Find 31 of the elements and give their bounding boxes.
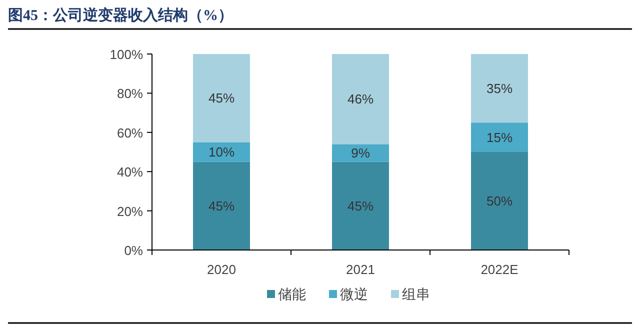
bar <box>193 142 250 162</box>
x-tick-label: 2020 <box>207 262 236 277</box>
y-tick-label: 0% <box>124 243 144 258</box>
legend-label: 储能 <box>278 286 306 302</box>
bar <box>332 144 389 162</box>
y-tick-label: 100% <box>110 47 144 62</box>
data-label: 10% <box>208 144 235 160</box>
bar <box>193 162 250 250</box>
chart-title: 图45：公司逆变器收入结构（%） <box>8 6 233 24</box>
y-tick-label: 80% <box>116 86 144 102</box>
bar <box>332 54 389 144</box>
data-label: 50% <box>486 194 513 208</box>
bar <box>471 152 528 250</box>
bar <box>193 54 250 142</box>
data-label: 15% <box>486 130 513 145</box>
data-label: 45% <box>347 198 374 214</box>
data-label: 46% <box>347 92 374 107</box>
x-tick-label: 2022E <box>480 262 519 277</box>
data-label: 45% <box>208 90 235 106</box>
data-label: 9% <box>351 145 370 160</box>
bar <box>471 122 528 152</box>
y-tick-label: 40% <box>116 164 144 180</box>
data-label: 45% <box>208 198 235 214</box>
x-tick-label: 2021 <box>346 262 375 277</box>
y-tick-label: 60% <box>116 125 144 140</box>
data-label: 35% <box>486 80 513 96</box>
y-tick-label: 20% <box>116 204 144 219</box>
bar <box>471 54 528 123</box>
legend-label: 微逆 <box>340 286 368 302</box>
legend-label: 组串 <box>402 286 430 302</box>
bar <box>332 162 389 250</box>
